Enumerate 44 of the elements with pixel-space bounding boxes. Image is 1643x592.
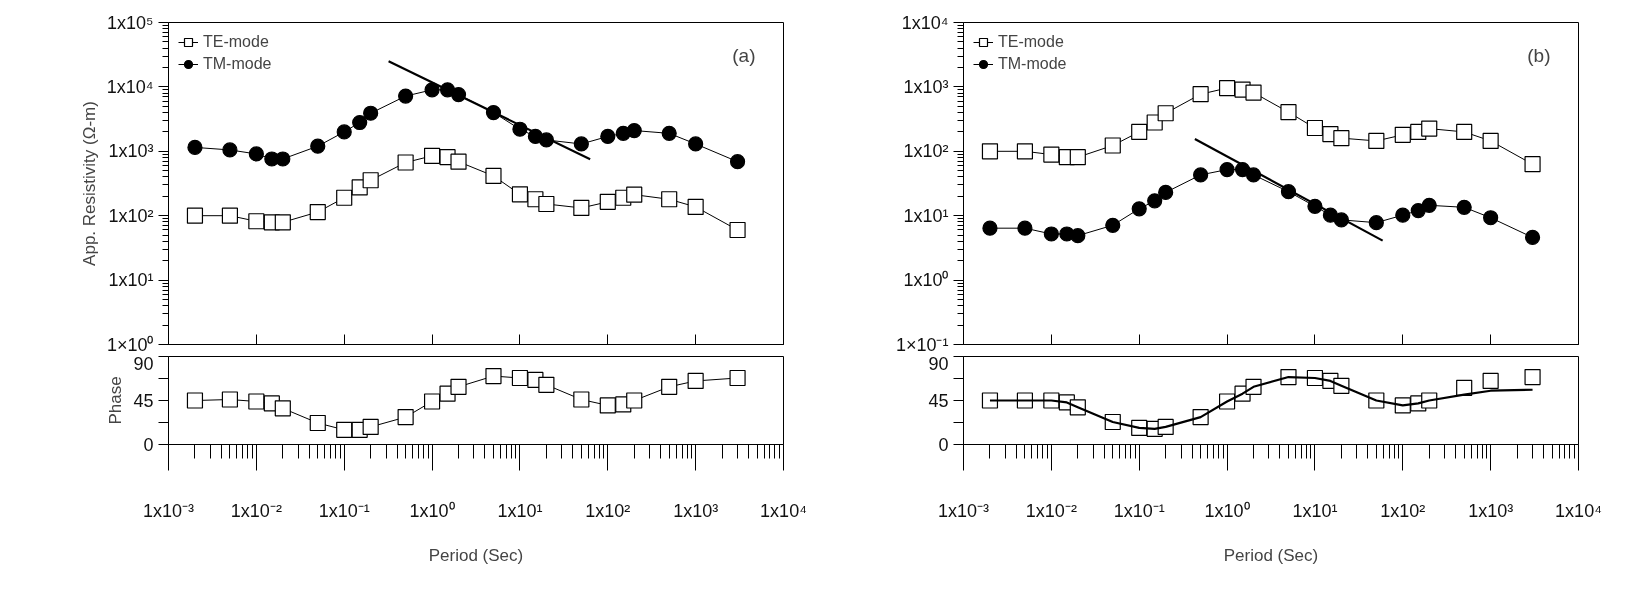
y-tick-label: 1x10³ xyxy=(903,76,949,97)
y-axis-title: App. Resistivity (Ω-m) xyxy=(79,101,99,266)
y-tick-label: 45 xyxy=(133,391,154,411)
x-tick-label: 1x10³ xyxy=(1468,500,1514,521)
y-tick-label: 45 xyxy=(928,391,949,411)
annotation: (a) xyxy=(732,44,756,66)
y-tick-label: 1x10⁴ xyxy=(901,12,949,33)
legend-label: TM-mode xyxy=(998,55,1067,73)
x-tick-label: 1x10¹ xyxy=(497,500,543,521)
y-tick-label: 1×10⁰ xyxy=(106,334,154,355)
x-tick-label: 1x10⁻¹ xyxy=(1113,500,1165,521)
x-tick-label: 1x10² xyxy=(585,500,631,521)
y-tick-label: 1x10¹ xyxy=(903,205,949,226)
y-tick-label: 1x10² xyxy=(108,205,154,226)
x-tick-label: 1x10⁴ xyxy=(760,500,807,521)
annotation: (b) xyxy=(1527,44,1551,66)
x-tick-label: 1x10⁻¹ xyxy=(318,500,370,521)
y-tick-label: 1x10³ xyxy=(108,141,154,162)
x-tick-label: 1x10⁻³ xyxy=(937,500,990,521)
y-tick-label: 0 xyxy=(143,435,154,455)
x-axis-title: Period (Sec) xyxy=(1223,545,1319,565)
x-tick-label: 1x10⁰ xyxy=(1204,500,1250,521)
x-tick-label: 1x10⁻³ xyxy=(142,500,195,521)
legend-label: TM-mode xyxy=(203,55,272,73)
y-axis-title: Phase xyxy=(106,376,126,425)
legend-label: TE-mode xyxy=(203,33,269,51)
y-tick-label: 1x10¹ xyxy=(108,270,154,291)
legend-label: TE-mode xyxy=(998,33,1064,51)
y-tick-label: 1x10² xyxy=(903,141,949,162)
x-tick-label: 1x10³ xyxy=(673,500,719,521)
x-axis-title: Period (Sec) xyxy=(428,545,524,565)
x-tick-label: 1x10⁴ xyxy=(1555,500,1602,521)
y-tick-label: 1x10⁰ xyxy=(903,270,949,291)
x-tick-label: 1x10⁻² xyxy=(230,500,282,521)
x-tick-label: 1x10⁻² xyxy=(1025,500,1077,521)
y-tick-label: 1x10⁵ xyxy=(107,12,154,33)
y-tick-label: 0 xyxy=(938,435,949,455)
y-tick-label: 1x10⁴ xyxy=(106,76,154,97)
x-tick-label: 1x10⁰ xyxy=(409,500,455,521)
y-tick-label: 90 xyxy=(133,353,154,374)
x-tick-label: 1x10² xyxy=(1380,500,1426,521)
x-tick-label: 1x10¹ xyxy=(1292,500,1338,521)
y-tick-label: 90 xyxy=(928,353,949,374)
y-tick-label: 1×10⁻¹ xyxy=(895,334,949,355)
